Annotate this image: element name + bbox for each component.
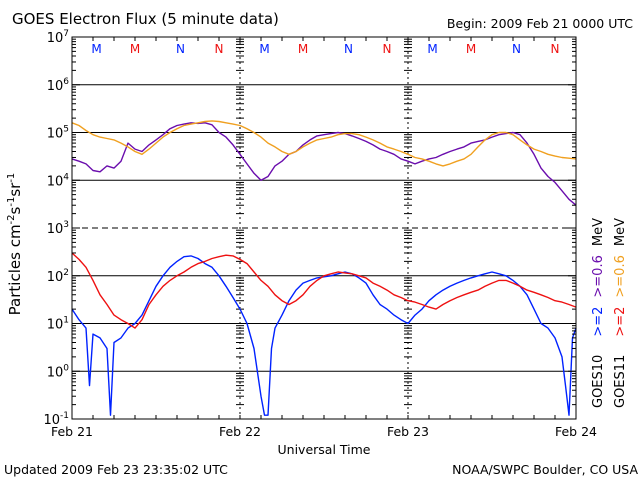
noon-midnight-marker: N xyxy=(215,42,224,56)
noon-midnight-marker: N xyxy=(551,42,560,56)
y-axis-label: Particles cm-2s-1sr-1 xyxy=(6,173,24,316)
legend-satellite: GOES11 xyxy=(613,355,628,408)
y-axis-label-sup: -1 xyxy=(6,197,17,207)
grid-layer xyxy=(72,37,576,419)
legend-layer: GOES10 >=2 >=0.6 MeV GOES11 >=2 >=0.6 MeV xyxy=(591,218,628,408)
y-tick-label: 104 xyxy=(47,172,70,189)
x-tick-label: Feb 21 xyxy=(51,424,93,439)
x-axis-label: Universal Time xyxy=(278,442,371,457)
series-line-goes11_e06 xyxy=(71,120,577,167)
y-tick-label: 107 xyxy=(47,29,69,46)
y-tick-label-base: 10 xyxy=(47,222,64,237)
y-tick-label-exponent: 6 xyxy=(63,77,69,87)
y-tick-label-base: 10 xyxy=(47,31,64,46)
y-tick-label-base: 10 xyxy=(47,174,64,189)
legend-unit: MeV xyxy=(591,218,606,246)
y-tick-label-exponent: 5 xyxy=(63,125,69,135)
y-tick-label-exponent: 2 xyxy=(63,268,69,278)
y-tick-label-exponent: 0 xyxy=(63,363,69,373)
y-tick-label-base: 10 xyxy=(43,413,60,428)
updated-timestamp: Updated 2009 Feb 23 23:35:02 UTC xyxy=(4,462,228,477)
y-axis-label-sup: -1 xyxy=(6,173,17,183)
noon-midnight-marker: M xyxy=(466,42,476,56)
noon-midnight-marker: M xyxy=(130,42,140,56)
legend-series-goes10_e06: >=0.6 xyxy=(591,255,606,297)
y-tick-label-exponent: 1 xyxy=(63,316,69,326)
legend-series-goes10_e2: >=2 xyxy=(591,307,606,337)
y-tick-label-exponent: 4 xyxy=(63,172,69,182)
y-tick-label-exponent: -1 xyxy=(60,411,69,421)
y-tick-label-exponent: 3 xyxy=(63,220,69,230)
y-tick-label: 103 xyxy=(47,220,69,237)
y-tick-label: 101 xyxy=(47,316,69,333)
legend-satellite: GOES10 xyxy=(591,355,606,408)
y-tick-label: 10-1 xyxy=(43,411,69,428)
y-tick-label: 106 xyxy=(47,77,70,94)
legend-series-goes11_e06: >=0.6 xyxy=(613,255,628,297)
y-axis-label-sr: sr xyxy=(6,182,24,197)
chart-title: GOES Electron Flux (5 minute data) xyxy=(12,10,279,28)
y-tick-label-base: 10 xyxy=(47,270,64,285)
y-tick-label-base: 10 xyxy=(47,365,64,380)
series-line-goes11_e2 xyxy=(71,252,577,329)
y-tick-label-base: 10 xyxy=(47,318,64,333)
y-tick-label: 100 xyxy=(47,363,70,380)
x-tick-label: Feb 23 xyxy=(387,424,429,439)
series-line-goes10_e06 xyxy=(71,122,577,206)
legend-entry: GOES10 >=2 >=0.6 MeV xyxy=(591,218,606,408)
legend-series-goes11_e2: >=2 xyxy=(613,307,628,337)
noon-midnight-marker: N xyxy=(176,42,185,56)
noon-midnight-marker: N xyxy=(512,42,521,56)
series-layer xyxy=(71,120,577,416)
y-tick-label-exponent: 7 xyxy=(63,29,69,39)
legend-unit: MeV xyxy=(613,218,628,246)
noon-midnight-marker: M xyxy=(427,42,437,56)
y-axis-label-text: Particles cm xyxy=(6,224,24,315)
y-tick-label: 105 xyxy=(47,125,69,142)
frame-layer xyxy=(71,36,577,420)
noon-midnight-marker: M xyxy=(259,42,269,56)
noon-midnight-marker: M xyxy=(91,42,101,56)
begin-date: Begin: 2009 Feb 21 0000 UTC xyxy=(447,16,633,31)
y-axis-label-sup: -2 xyxy=(6,214,17,224)
x-tick-label: Feb 24 xyxy=(555,424,597,439)
source-credit: NOAA/SWPC Boulder, CO USA xyxy=(452,462,638,477)
series-line-goes10_e2 xyxy=(71,255,577,416)
legend-entry: GOES11 >=2 >=0.6 MeV xyxy=(613,218,628,408)
noon-midnight-marker: M xyxy=(298,42,308,56)
y-tick-label: 102 xyxy=(47,268,69,285)
noon-midnight-marker: N xyxy=(383,42,392,56)
y-tick-label-base: 10 xyxy=(47,127,64,142)
y-tick-label-base: 10 xyxy=(47,79,64,94)
x-tick-label: Feb 22 xyxy=(219,424,261,439)
noon-midnight-marker: N xyxy=(344,42,353,56)
y-axis-label-s: s xyxy=(6,206,24,214)
